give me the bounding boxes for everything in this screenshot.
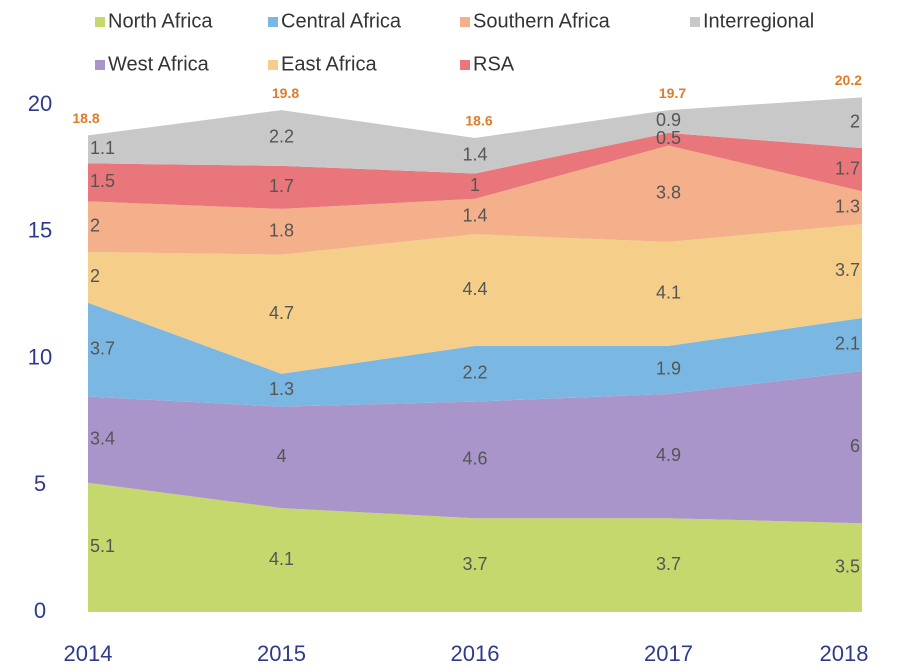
- area: [88, 482, 862, 612]
- legend-swatch: [268, 17, 278, 27]
- value-label: 0.5: [656, 128, 681, 148]
- x-tick-label: 2016: [451, 641, 500, 666]
- y-tick-label: 0: [34, 598, 46, 623]
- value-label: 1.7: [835, 158, 860, 178]
- area: [88, 224, 862, 374]
- value-label: 1.5: [90, 171, 115, 191]
- value-label: 2: [90, 215, 100, 235]
- legend-label: Central Africa: [281, 10, 402, 32]
- value-label: 4: [276, 446, 286, 466]
- value-label: 1.7: [269, 176, 294, 196]
- value-label: 3.7: [90, 338, 115, 358]
- value-label: 4.1: [656, 283, 681, 303]
- area: [88, 302, 862, 407]
- value-label: 1.8: [269, 221, 294, 241]
- value-label: 4.9: [656, 445, 681, 465]
- value-label: 1.3: [269, 379, 294, 399]
- value-label: 4.7: [269, 303, 294, 323]
- value-label: 1: [470, 175, 480, 195]
- value-label: 4.4: [462, 279, 487, 299]
- total-label: 19.8: [272, 85, 299, 101]
- value-label: 1.3: [835, 196, 860, 216]
- value-label: 4.1: [269, 549, 294, 569]
- legend-label: Interregional: [703, 10, 814, 32]
- value-label: 1.4: [462, 205, 487, 225]
- area: [88, 145, 862, 255]
- value-label: 0.9: [656, 110, 681, 130]
- value-label: 2: [850, 111, 860, 131]
- legend-swatch: [460, 60, 470, 70]
- area: [88, 97, 862, 174]
- y-tick-label: 15: [28, 218, 52, 243]
- value-label: 6: [850, 436, 860, 456]
- legend-swatch: [95, 17, 105, 27]
- total-label: 20.2: [835, 72, 862, 88]
- x-tick-label: 2014: [64, 641, 113, 666]
- total-label: 19.7: [659, 85, 686, 101]
- value-label: 1.9: [656, 359, 681, 379]
- total-label: 18.8: [72, 110, 99, 126]
- x-tick-label: 2015: [257, 641, 306, 666]
- total-label: 18.6: [465, 113, 492, 129]
- value-label: 3.7: [835, 260, 860, 280]
- legend-label: West Africa: [108, 53, 210, 75]
- x-tick-label: 2017: [644, 641, 693, 666]
- legend-swatch: [460, 17, 470, 27]
- legend-swatch: [268, 60, 278, 70]
- value-label: 3.8: [656, 182, 681, 202]
- legend-label: RSA: [473, 53, 515, 75]
- value-label: 1.4: [462, 144, 487, 164]
- value-label: 2: [90, 266, 100, 286]
- y-tick-label: 20: [28, 91, 52, 116]
- value-label: 3.4: [90, 428, 115, 448]
- value-label: 5.1: [90, 536, 115, 556]
- value-label: 3.7: [462, 554, 487, 574]
- area: [88, 132, 862, 209]
- value-label: 4.6: [462, 449, 487, 469]
- y-tick-label: 5: [34, 471, 46, 496]
- value-label: 1.1: [90, 138, 115, 158]
- y-tick-label: 10: [28, 344, 52, 369]
- area: [88, 371, 862, 524]
- value-label: 3.5: [835, 556, 860, 576]
- legend-swatch: [95, 60, 105, 70]
- legend-label: Southern Africa: [473, 10, 611, 32]
- value-label: 3.7: [656, 554, 681, 574]
- legend-label: East Africa: [281, 53, 377, 75]
- value-label: 2.2: [462, 362, 487, 382]
- legend-label: North Africa: [108, 10, 213, 32]
- legend-swatch: [690, 17, 700, 27]
- x-tick-label: 2018: [820, 641, 869, 666]
- value-label: 2.2: [269, 127, 294, 147]
- value-label: 2.1: [835, 333, 860, 353]
